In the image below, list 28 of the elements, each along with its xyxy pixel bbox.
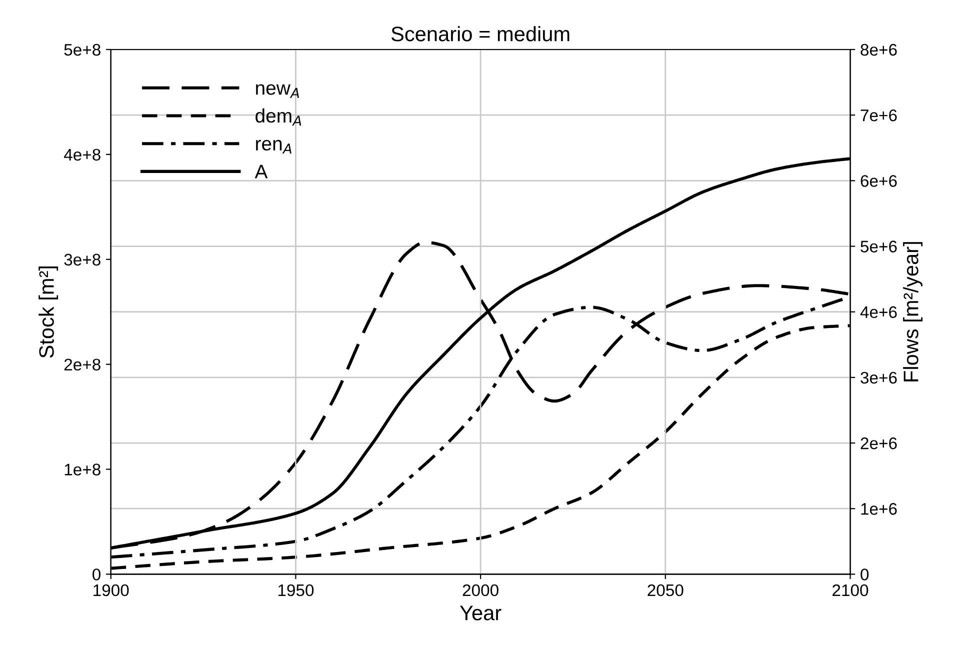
x-tick-label: 1950 bbox=[278, 584, 314, 596]
y-tick-label: 4e+8 bbox=[64, 148, 100, 161]
x-axis-title: Year bbox=[460, 606, 502, 620]
y-tick-label: 5e+8 bbox=[64, 44, 100, 56]
legend-label: ren$_{A}$ bbox=[256, 140, 292, 154]
y2-tick-label: 4e+6 bbox=[860, 306, 897, 318]
y2-tick-label: 6e+6 bbox=[860, 175, 897, 187]
y2-tick-label: 2e+6 bbox=[860, 437, 897, 450]
x-tick-label: 1900 bbox=[94, 584, 129, 596]
x-tick-label: 2100 bbox=[832, 584, 868, 596]
x-tick-label: 2050 bbox=[648, 584, 684, 596]
y2-tick-label: 7e+6 bbox=[860, 109, 897, 122]
y-tick-label: 1e+8 bbox=[64, 464, 100, 476]
legend-label: new$_{A}$ bbox=[256, 84, 299, 98]
y2-tick-label: 0 bbox=[860, 568, 869, 580]
legend-label: A bbox=[254, 164, 268, 178]
y-tick-label: 3e+8 bbox=[64, 254, 100, 266]
y2-axis-title: Flows [m²/year] bbox=[903, 242, 922, 382]
y2-tick-label: 3e+6 bbox=[860, 372, 897, 384]
y2-tick-label: 1e+6 bbox=[861, 503, 897, 515]
y2-tick-label: 8e+6 bbox=[860, 44, 897, 56]
y-tick-label: 0 bbox=[92, 568, 100, 580]
y2-tick-label: 5e+6 bbox=[860, 240, 897, 252]
y-axis-title: Stock [m²] bbox=[38, 266, 58, 358]
chart-title: Scenario = medium bbox=[391, 26, 570, 42]
legend-label: dem$_{A}$ bbox=[256, 108, 302, 126]
y-tick-label: 2e+8 bbox=[64, 358, 100, 371]
x-tick-label: 2000 bbox=[462, 584, 498, 596]
